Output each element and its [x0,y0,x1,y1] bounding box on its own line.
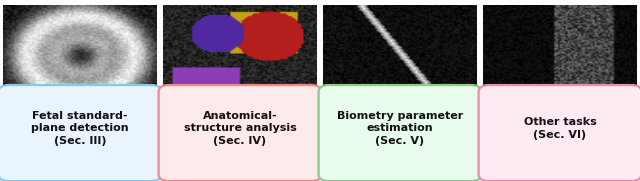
FancyBboxPatch shape [0,85,161,181]
FancyBboxPatch shape [159,85,321,181]
Text: Other tasks
(Sec. VI): Other tasks (Sec. VI) [524,117,596,140]
FancyBboxPatch shape [319,85,481,181]
Text: Anatomical-
structure analysis
(Sec. IV): Anatomical- structure analysis (Sec. IV) [184,111,296,146]
FancyBboxPatch shape [479,85,640,181]
Text: Biometry parameter
estimation
(Sec. V): Biometry parameter estimation (Sec. V) [337,111,463,146]
Text: Fetal standard-
plane detection
(Sec. III): Fetal standard- plane detection (Sec. II… [31,111,129,146]
